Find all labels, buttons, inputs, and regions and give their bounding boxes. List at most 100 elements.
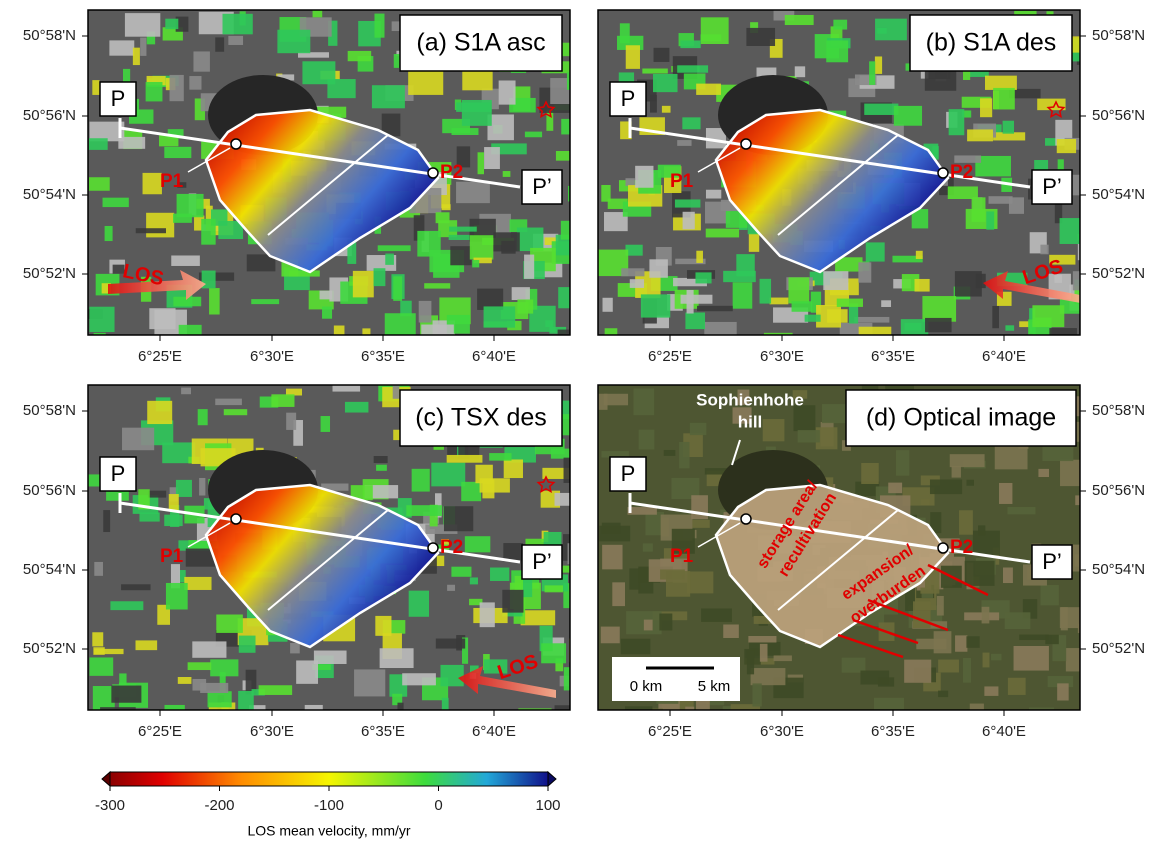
texture-patch bbox=[92, 80, 99, 95]
texture-patch bbox=[1003, 121, 1014, 134]
texture-patch bbox=[706, 229, 739, 238]
texture-patch bbox=[639, 430, 655, 450]
texture-patch bbox=[760, 644, 768, 662]
texture-patch bbox=[334, 326, 345, 342]
texture-patch bbox=[462, 100, 492, 126]
texture-patch bbox=[393, 276, 402, 301]
texture-patch bbox=[878, 677, 894, 686]
lat-label: 50°58'N bbox=[1092, 402, 1145, 419]
texture-patch bbox=[188, 662, 212, 670]
texture-patch bbox=[409, 591, 429, 617]
point-p1 bbox=[741, 514, 751, 524]
texture-patch bbox=[1057, 139, 1076, 153]
texture-patch bbox=[952, 466, 961, 477]
texture-patch bbox=[419, 301, 432, 323]
figure: PP’(a) S1A ascP1P2LOS50°58'N50°56'N50°54… bbox=[0, 0, 1172, 847]
texture-patch bbox=[200, 683, 228, 693]
scale-label: 0 km bbox=[630, 678, 663, 695]
texture-patch bbox=[442, 204, 451, 210]
lon-label: 6°25'E bbox=[648, 348, 692, 365]
texture-patch bbox=[877, 28, 887, 34]
texture-patch bbox=[620, 23, 630, 43]
texture-patch bbox=[558, 287, 570, 308]
lon-label: 6°35'E bbox=[871, 348, 915, 365]
texture-patch bbox=[146, 82, 163, 101]
lon-label: 6°30'E bbox=[760, 348, 804, 365]
label-p: P bbox=[621, 86, 636, 111]
texture-patch bbox=[545, 320, 553, 327]
texture-patch bbox=[105, 226, 113, 241]
texture-patch bbox=[634, 389, 655, 416]
texture-patch bbox=[920, 710, 949, 730]
texture-patch bbox=[650, 95, 657, 113]
colorbar-tick-label: -300 bbox=[95, 797, 125, 814]
point-p2 bbox=[938, 543, 948, 553]
texture-patch bbox=[251, 299, 279, 304]
texture-patch bbox=[697, 306, 733, 311]
texture-patch bbox=[465, 536, 490, 552]
texture-patch bbox=[521, 610, 556, 625]
texture-patch bbox=[208, 691, 232, 707]
colorbar-tick-label: -200 bbox=[204, 797, 234, 814]
texture-patch bbox=[148, 491, 166, 498]
texture-patch bbox=[517, 228, 543, 252]
texture-patch bbox=[747, 650, 754, 674]
label-p-prime: P’ bbox=[532, 174, 552, 199]
texture-patch bbox=[723, 624, 739, 637]
texture-patch bbox=[653, 74, 678, 92]
label-p-prime: P’ bbox=[1042, 174, 1062, 199]
texture-patch bbox=[701, 17, 729, 44]
texture-patch bbox=[173, 214, 192, 223]
texture-patch bbox=[164, 515, 182, 526]
texture-patch bbox=[925, 318, 952, 332]
texture-patch bbox=[224, 409, 247, 415]
texture-patch bbox=[599, 394, 608, 410]
lat-label: 50°52'N bbox=[1092, 640, 1145, 657]
texture-patch bbox=[612, 582, 625, 606]
texture-patch bbox=[837, 299, 863, 307]
texture-patch bbox=[462, 70, 492, 90]
texture-patch bbox=[193, 51, 209, 71]
texture-patch bbox=[353, 271, 374, 297]
texture-patch bbox=[146, 213, 174, 238]
texture-patch bbox=[601, 185, 610, 202]
lat-label: 50°52'N bbox=[1092, 265, 1145, 282]
colorbar-tick-label: -100 bbox=[314, 797, 344, 814]
lat-label: 50°56'N bbox=[23, 107, 76, 124]
texture-patch bbox=[949, 109, 965, 135]
texture-patch bbox=[1038, 469, 1049, 477]
texture-patch bbox=[626, 45, 640, 69]
texture-patch bbox=[973, 531, 1000, 556]
annotation: hill bbox=[738, 412, 763, 431]
lon-label: 6°35'E bbox=[871, 723, 915, 740]
texture-patch bbox=[687, 290, 694, 314]
texture-patch bbox=[989, 196, 1013, 204]
texture-patch bbox=[823, 271, 848, 290]
texture-patch bbox=[605, 328, 618, 350]
colorbar-end bbox=[102, 772, 110, 786]
texture-patch bbox=[696, 251, 703, 263]
texture-patch bbox=[1008, 678, 1026, 695]
texture-patch bbox=[545, 585, 563, 592]
texture-patch bbox=[1005, 612, 1031, 629]
texture-patch bbox=[376, 465, 387, 471]
texture-patch bbox=[442, 698, 449, 716]
texture-patch bbox=[111, 686, 141, 703]
texture-patch bbox=[921, 499, 930, 505]
texture-patch bbox=[406, 505, 442, 516]
texture-patch bbox=[858, 262, 871, 282]
texture-patch bbox=[277, 30, 310, 53]
texture-patch bbox=[736, 254, 754, 276]
texture-patch bbox=[861, 463, 879, 484]
texture-patch bbox=[751, 668, 786, 685]
label-p: P bbox=[621, 461, 636, 486]
texture-patch bbox=[627, 507, 656, 515]
texture-patch bbox=[770, 298, 789, 305]
texture-patch bbox=[896, 450, 909, 475]
texture-patch bbox=[380, 648, 414, 668]
texture-patch bbox=[286, 413, 296, 430]
texture-patch bbox=[685, 707, 694, 723]
texture-patch bbox=[1032, 305, 1064, 327]
texture-patch bbox=[472, 260, 479, 267]
